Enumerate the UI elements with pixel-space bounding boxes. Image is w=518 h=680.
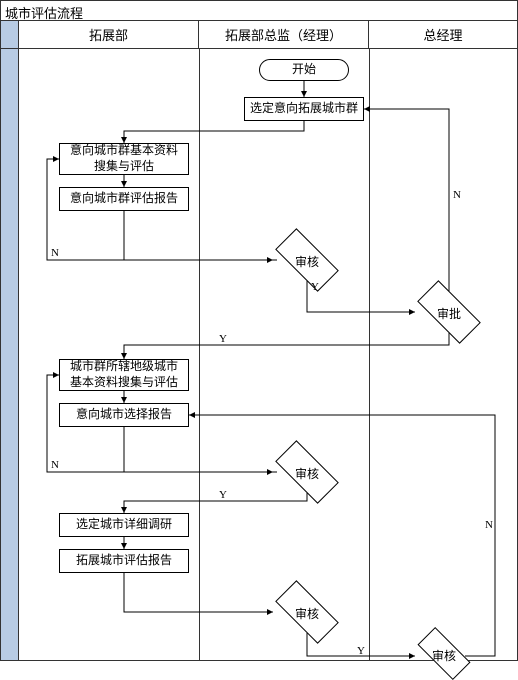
- lane-divider-1: [199, 49, 200, 660]
- collect-city-data-box: 城市群所辖地级城市 基本资料搜集与评估: [59, 359, 189, 391]
- start-terminator: 开始: [259, 59, 349, 81]
- collect-group-data-box: 意向城市群基本资料 搜集与评估: [59, 143, 189, 175]
- review1-diamond: [275, 228, 339, 292]
- page: 城市评估流程 拓展部 拓展部总监（经理） 总经理: [0, 0, 518, 661]
- swimlane-header: 拓展部 拓展部总监（经理） 总经理: [1, 21, 517, 49]
- edge-label-n1: N: [51, 247, 59, 259]
- sideband-head: [1, 21, 19, 48]
- edge-label-n4: N: [485, 519, 493, 531]
- lane-divider-2: [369, 49, 370, 660]
- select-target-group-box: 选定意向拓展城市群: [244, 97, 364, 121]
- lane-header-col2: 拓展部总监（经理）: [199, 21, 369, 48]
- edge-label-y4: Y: [357, 645, 365, 657]
- group-eval-report-box: 意向城市群评估报告: [59, 187, 189, 211]
- city-select-report-box: 意向城市选择报告: [59, 403, 189, 427]
- expansion-eval-report-box: 拓展城市评估报告: [59, 549, 189, 573]
- sideband: [1, 49, 19, 660]
- lanes-canvas: 开始 选定意向拓展城市群 意向城市群基本资料 搜集与评估 意向城市群评估报告 审…: [19, 49, 517, 660]
- approve1-diamond: [417, 280, 481, 344]
- city-detail-research-box: 选定城市详细调研: [59, 513, 189, 537]
- edge-label-y2: Y: [219, 333, 227, 345]
- lane-header-col3: 总经理: [369, 21, 517, 48]
- review3-diamond: [275, 580, 339, 644]
- edge-label-y3: Y: [219, 489, 227, 501]
- review2-diamond: [275, 440, 339, 504]
- review4-diamond: [417, 627, 470, 680]
- lane-header-col1: 拓展部: [19, 21, 199, 48]
- edge-label-y1: Y: [311, 281, 319, 293]
- edge-label-n3: N: [51, 459, 59, 471]
- edge-label-n2: N: [453, 189, 461, 201]
- swimlane-body: 开始 选定意向拓展城市群 意向城市群基本资料 搜集与评估 意向城市群评估报告 审…: [1, 49, 517, 660]
- diagram-title: 城市评估流程: [1, 1, 517, 21]
